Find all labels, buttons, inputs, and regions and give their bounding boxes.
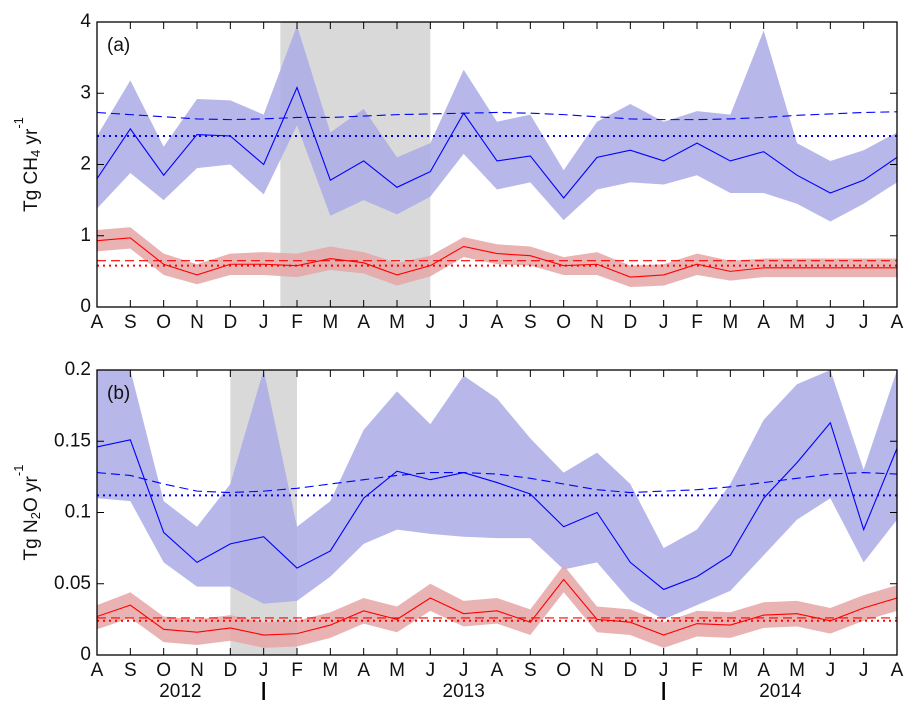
x-tick-label: O — [556, 312, 571, 333]
panel-label: (b) — [107, 383, 130, 404]
series-line — [97, 578, 897, 636]
x-tick-label: J — [659, 312, 669, 333]
x-tick-label: J — [259, 660, 269, 681]
x-tick-label: A — [891, 312, 904, 333]
x-tick-label: J — [826, 660, 836, 681]
x-tick-label: J — [859, 660, 869, 681]
x-tick-label: D — [223, 660, 237, 681]
label-text: Tg CH — [21, 157, 42, 212]
y-tick-label: 3 — [80, 82, 91, 103]
y-tick-label: 1 — [80, 225, 91, 246]
x-tick-label: N — [190, 660, 204, 681]
label-text: Tg N — [21, 519, 42, 560]
year-label: 2013 — [443, 681, 485, 702]
y-axis-label: Tg N2O yr-1 — [11, 465, 43, 561]
label-script: -1 — [11, 117, 26, 129]
panel-label: (a) — [107, 35, 130, 56]
x-tick-label: N — [190, 312, 204, 333]
x-tick-label: A — [757, 660, 770, 681]
y-tick-label: 4 — [80, 11, 91, 32]
uncertainty-band — [97, 565, 897, 648]
y-tick-label: 0 — [80, 644, 91, 665]
y-tick-label: 2 — [80, 154, 91, 175]
x-tick-label: J — [459, 660, 469, 681]
x-tick-label: J — [859, 312, 869, 333]
x-tick-label: S — [524, 660, 537, 681]
y-tick-label: 0.05 — [54, 573, 91, 594]
label-script: -1 — [11, 465, 26, 477]
series-line — [97, 421, 897, 591]
x-tick-label: A — [91, 312, 104, 333]
x-tick-label: F — [291, 660, 303, 681]
x-tick-label: N — [590, 660, 604, 681]
plot-area — [97, 22, 897, 307]
y-tick-label: 0.15 — [54, 430, 91, 451]
x-tick-label: J — [259, 312, 269, 333]
x-tick-label: M — [322, 312, 338, 333]
plot-area — [97, 370, 897, 655]
uncertainty-band — [97, 25, 897, 222]
label-script: 4 — [28, 150, 43, 157]
x-tick-label: D — [623, 660, 637, 681]
x-tick-label: M — [722, 660, 738, 681]
x-tick-label: A — [757, 312, 770, 333]
x-tick-label: M — [322, 660, 338, 681]
x-tick-label: M — [389, 312, 405, 333]
x-tick-label: S — [524, 312, 537, 333]
series-line — [97, 111, 897, 121]
label-script: 2 — [28, 512, 43, 519]
x-tick-label: M — [722, 312, 738, 333]
x-tick-label: S — [124, 312, 137, 333]
x-tick-label: S — [124, 660, 137, 681]
x-tick-label: D — [623, 312, 637, 333]
x-tick-label: F — [691, 660, 703, 681]
x-tick-label: A — [357, 660, 370, 681]
x-tick-label: A — [491, 312, 504, 333]
y-tick-label: 0.1 — [65, 502, 91, 523]
x-tick-label: O — [156, 312, 171, 333]
x-tick-label: D — [223, 312, 237, 333]
x-tick-label: A — [357, 312, 370, 333]
y-tick-label: 0 — [80, 296, 91, 317]
x-tick-label: J — [459, 312, 469, 333]
x-tick-label: M — [389, 660, 405, 681]
x-tick-label: J — [826, 312, 836, 333]
x-tick-label: A — [91, 660, 104, 681]
label-text: yr — [21, 128, 42, 150]
x-tick-label: O — [156, 660, 171, 681]
x-tick-label: N — [590, 312, 604, 333]
label-text: O yr — [21, 475, 42, 512]
x-tick-label: A — [491, 660, 504, 681]
y-axis-label: Tg CH4 yr-1 — [11, 117, 43, 212]
x-tick-label: F — [291, 312, 303, 333]
x-tick-label: J — [426, 660, 436, 681]
series-line — [97, 237, 897, 278]
x-tick-label: F — [691, 312, 703, 333]
year-label: 2014 — [759, 681, 802, 702]
uncertainty-band — [97, 370, 897, 620]
y-tick-label: 0.2 — [65, 359, 91, 380]
x-tick-label: M — [789, 660, 805, 681]
x-tick-label: A — [891, 660, 904, 681]
x-tick-label: O — [556, 660, 571, 681]
x-tick-label: J — [426, 312, 436, 333]
year-label: 2012 — [159, 681, 201, 702]
uncertainty-band — [97, 227, 897, 288]
x-tick-label: J — [659, 660, 669, 681]
x-tick-label: M — [789, 312, 805, 333]
